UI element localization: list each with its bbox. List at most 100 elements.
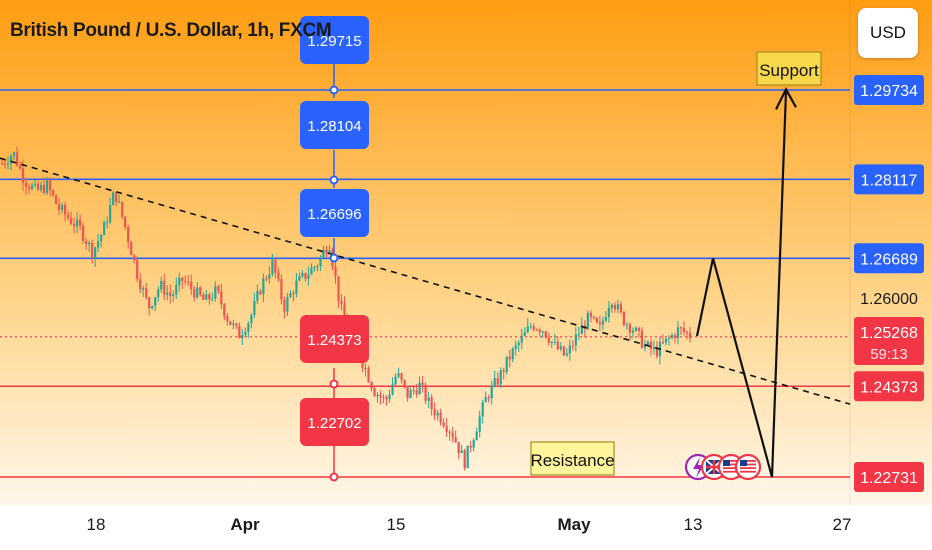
candle-body [229, 321, 232, 325]
candle-body [406, 385, 409, 398]
us-flag-icon-2 [734, 453, 762, 481]
candle-body [187, 281, 190, 283]
candle-body [616, 304, 619, 310]
candle-body [436, 412, 439, 416]
candle-body [541, 331, 544, 333]
candle-body [73, 224, 76, 227]
candle-body [145, 288, 148, 298]
target-box-0 [300, 16, 369, 64]
candle-body [547, 337, 550, 344]
candle-body [3, 163, 7, 165]
candle-body [322, 249, 325, 258]
price-tag-label-3: 1.24373 [860, 379, 918, 396]
candle-body [181, 277, 184, 281]
candle-body [63, 205, 67, 215]
candle-body [12, 152, 16, 157]
candle-body [550, 341, 553, 344]
candle-body [211, 298, 214, 300]
target-label-2: 1.26696 [307, 206, 361, 223]
target-label-4: 1.22702 [307, 415, 361, 432]
candle-body [57, 204, 61, 210]
candle-body [388, 394, 391, 400]
price-tag-3 [854, 371, 924, 402]
candle-body [343, 303, 346, 319]
candle-body [133, 255, 136, 261]
candle-body [280, 279, 283, 300]
candle-body [217, 286, 220, 292]
candle-body [652, 346, 656, 349]
target-label-3: 1.24373 [307, 332, 361, 349]
candle-body [466, 445, 469, 469]
candle-body [94, 247, 97, 259]
candle-body [517, 342, 520, 346]
candle-body [48, 180, 52, 191]
candle-body [199, 287, 202, 295]
candle-body [496, 377, 499, 385]
candle-body [646, 341, 650, 346]
candle-body [544, 331, 547, 338]
candle-body [622, 312, 626, 326]
us-flag-stripe [723, 470, 739, 473]
time-axis-label-1: Apr [230, 515, 260, 534]
candle-body [79, 219, 82, 226]
candle-body [115, 192, 118, 202]
candle-body [451, 432, 454, 438]
candle-body [241, 335, 244, 339]
candle-body [106, 222, 109, 224]
candle-body [97, 241, 100, 248]
candle-body [454, 437, 457, 443]
candle-body [163, 280, 166, 295]
candle-body [223, 304, 226, 317]
candle-body [175, 284, 178, 295]
support-label: Support [759, 61, 819, 80]
current-price-tag [854, 317, 924, 365]
candle-body [274, 259, 277, 273]
candle-body [202, 294, 205, 300]
candle-body [118, 201, 121, 203]
candle-body [139, 279, 142, 290]
time-axis-label-3: May [557, 515, 591, 534]
candle-body [445, 426, 448, 432]
candle-body [634, 327, 638, 331]
target-dot-3 [329, 379, 339, 389]
candle-body [598, 322, 601, 325]
candle-body [76, 219, 79, 227]
candle-body [655, 346, 659, 357]
candle-body [18, 165, 22, 169]
candle-body [508, 356, 511, 360]
candle-body [325, 249, 328, 254]
candle-body [160, 280, 163, 290]
candle-body [559, 346, 562, 350]
candle-body [247, 323, 250, 332]
candle-body [421, 382, 424, 385]
candle-body [103, 222, 106, 236]
symbol-title: British Pound / U.S. Dollar, 1h, FXCM [10, 20, 332, 41]
candle-body [463, 450, 466, 469]
candle-body [424, 384, 427, 401]
candle-body [109, 205, 112, 223]
candle-body [370, 382, 373, 389]
candle-body [457, 442, 460, 454]
candle-body [499, 370, 502, 385]
candle-body [610, 304, 613, 308]
candle-body [337, 276, 340, 301]
candle-body [265, 278, 268, 280]
candle-body [493, 377, 496, 386]
candle-body [235, 323, 238, 326]
candle-body [334, 266, 337, 277]
candle-body [121, 201, 124, 217]
candle-body [688, 332, 692, 338]
candle-body [277, 272, 280, 280]
candle-body [379, 394, 382, 398]
candle-body [628, 324, 632, 333]
trend-line [0, 157, 851, 405]
candle-body [637, 327, 641, 331]
candle-body [556, 341, 559, 350]
candle-body [33, 183, 37, 186]
candle-body [361, 359, 364, 369]
candle-body [259, 291, 262, 295]
bar-countdown-label: 59:13 [870, 346, 908, 363]
currency-button[interactable]: USD [858, 8, 918, 58]
candle-body [571, 345, 574, 347]
